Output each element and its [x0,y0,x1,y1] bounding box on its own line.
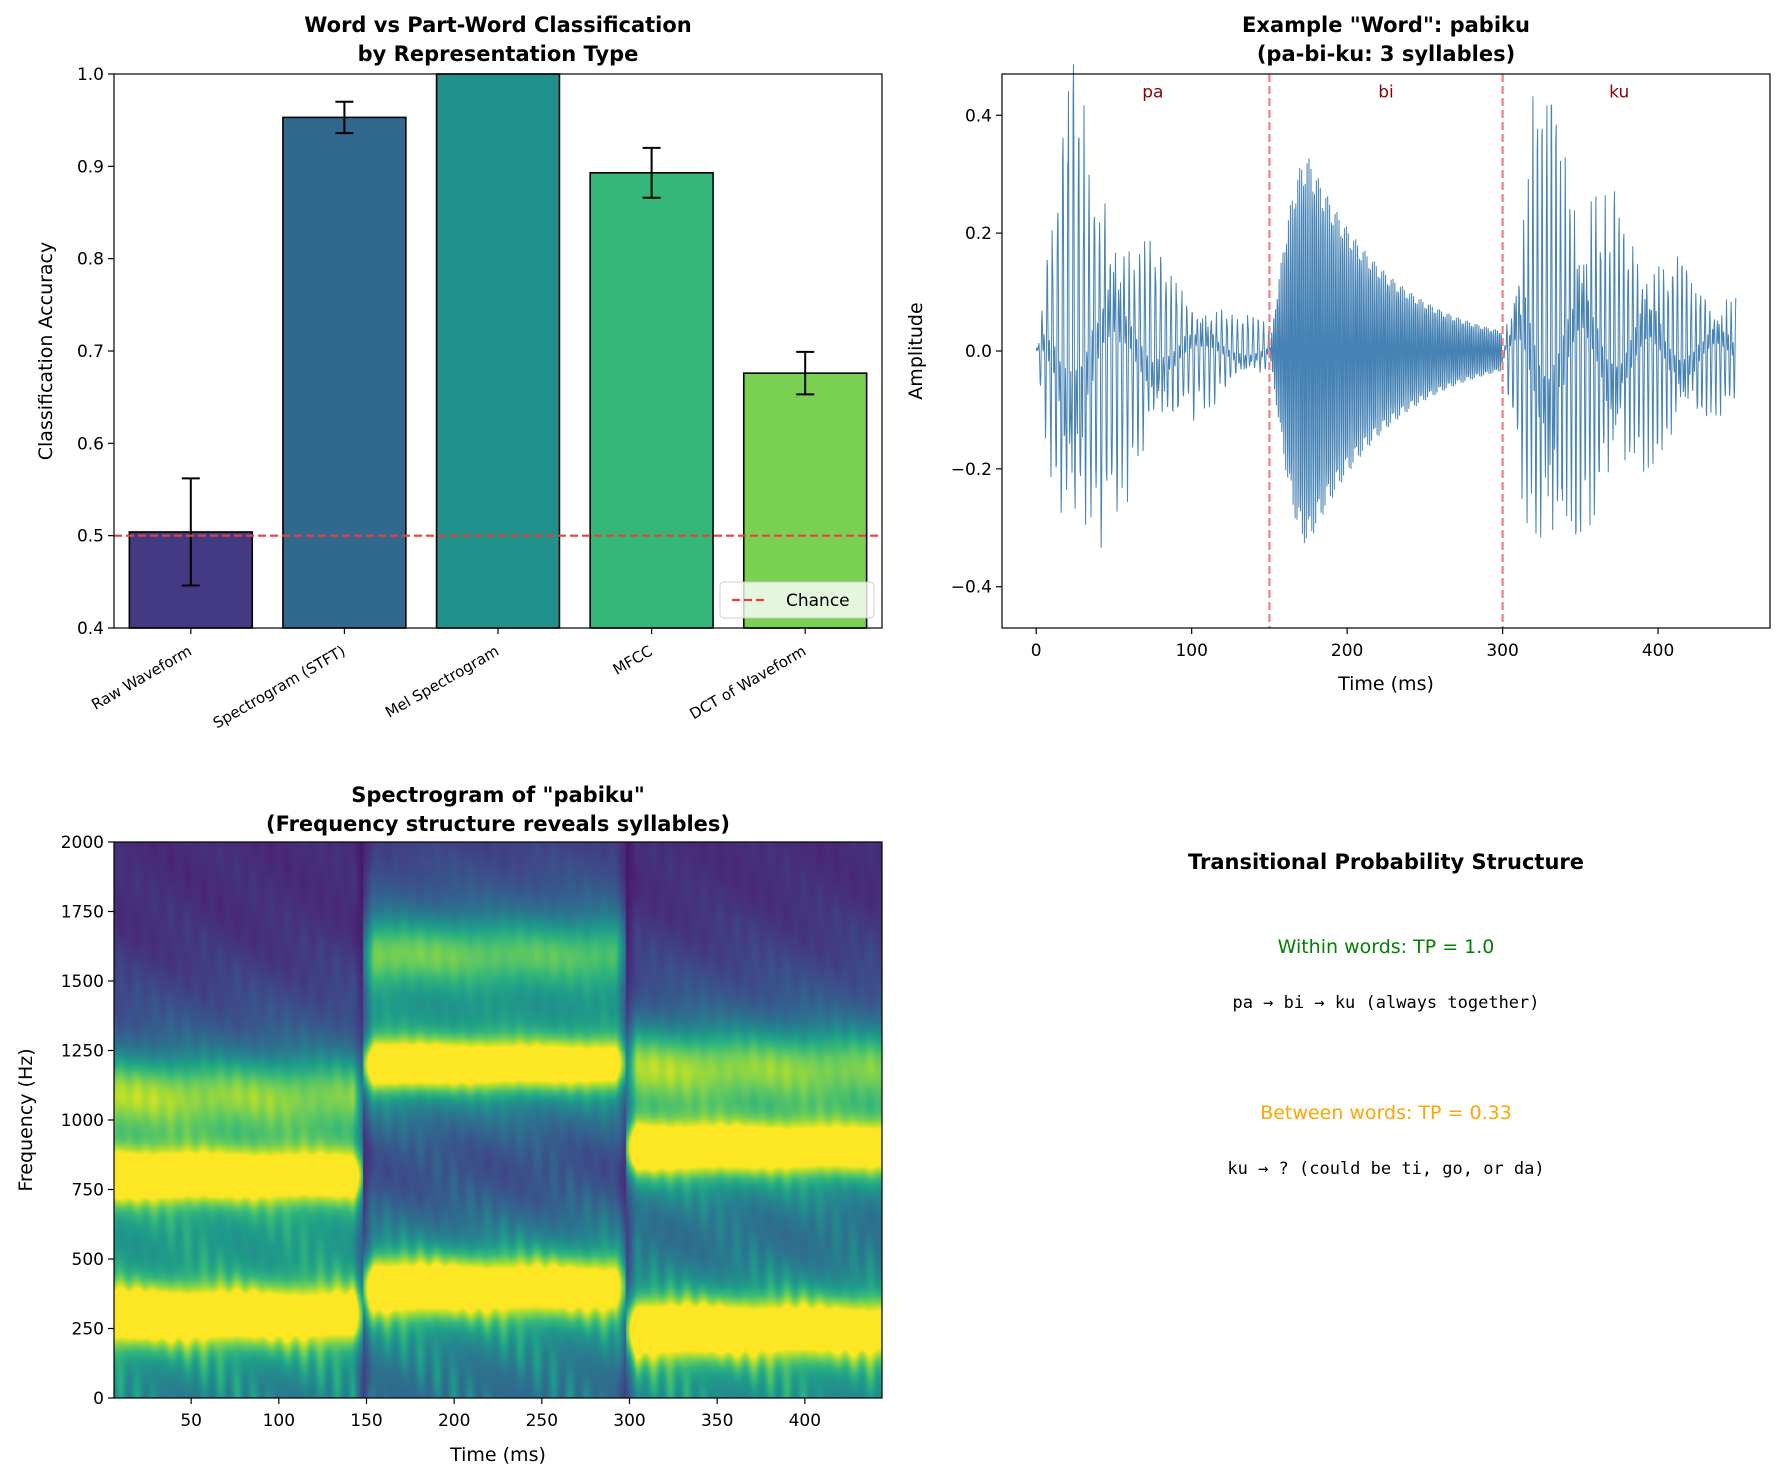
syllable-label-ku: ku [1609,83,1629,103]
spectrogram-ylabel: Frequency (Hz) [15,1048,37,1191]
y-tick-label: 750 [72,1181,104,1201]
between-words-example: ku → ? (could be ti, go, or da) [1227,1159,1544,1179]
error-bar [642,146,661,199]
plot-frame [113,841,883,1399]
plot-frame [1001,73,1771,629]
y-tick-label: 0.4 [77,619,104,639]
x-tick-label: 100 [1175,641,1207,661]
y-tick-label: 0.5 [77,527,104,547]
y-tick-label: 0 [93,1389,104,1409]
x-tick-label: 200 [1331,641,1363,661]
y-tick-label: 0.4 [965,106,992,126]
x-tick-label: 350 [701,1411,733,1431]
syllable-label-bi: bi [1378,83,1394,103]
waveform-ylabel: Amplitude [905,302,927,399]
x-tick-label: DCT of Waveform [686,642,809,723]
bar-mel-spectrogram [435,73,561,629]
bar-mfcc [589,171,714,629]
y-tick-label: 0.8 [77,250,104,270]
y-tick-label: −0.4 [951,578,992,598]
y-tick-label: 500 [72,1250,104,1270]
x-tick-label: Mel Spectrogram [382,642,502,722]
tp-text-panel: Transitional Probability Structure Withi… [1188,850,1584,1179]
y-tick-label: 0.7 [77,342,104,362]
y-tick-label: 0.6 [77,434,104,454]
waveform-line [1035,64,1737,548]
bar-chart-title-line1: Word vs Part-Word Classification [304,13,692,37]
x-tick-label: 300 [1486,641,1518,661]
spectrogram-heatmap [114,842,882,1398]
waveform-panel: Example "Word": pabiku (pa-bi-ku: 3 syll… [905,13,1771,695]
y-tick-label: 0.2 [965,224,992,244]
bar-chart-panel: Word vs Part-Word Classification by Repr… [35,13,883,732]
x-tick-label: MFCC [610,642,656,679]
x-tick-label: 200 [438,1411,470,1431]
y-tick-label: 1250 [61,1042,104,1062]
bar-chart-title-line2: by Representation Type [358,42,639,66]
x-tick-label: Spectrogram (STFT) [210,642,349,732]
between-words-label: Between words: TP = 0.33 [1260,1102,1512,1124]
spectrogram-title-line2: (Frequency structure reveals syllables) [266,812,730,836]
y-tick-label: 2000 [61,833,104,853]
error-bar [796,350,815,396]
within-words-label: Within words: TP = 1.0 [1278,936,1495,958]
tp-title: Transitional Probability Structure [1188,850,1584,874]
x-tick-label: Raw Waveform [88,642,194,714]
legend: Chance [719,581,875,619]
y-tick-label: 1000 [61,1111,104,1131]
waveform-xlabel: Time (ms) [1337,673,1434,695]
spectrogram-xlabel: Time (ms) [449,1444,546,1466]
waveform-title-line2: (pa-bi-ku: 3 syllables) [1257,42,1515,66]
within-words-example: pa → bi → ku (always together) [1232,993,1539,1013]
x-tick-label: 250 [526,1411,558,1431]
x-tick-label: 400 [1642,641,1674,661]
y-tick-label: 0.9 [77,157,104,177]
legend-chance-label: Chance [786,591,850,611]
spectrogram-panel: Spectrogram of "pabiku" (Frequency struc… [15,783,883,1466]
error-bar [181,477,200,587]
x-tick-label: 300 [613,1411,645,1431]
y-tick-label: −0.2 [951,460,992,480]
legend-box [719,581,875,619]
waveform-title-line1: Example "Word": pabiku [1242,13,1530,37]
x-tick-label: 150 [350,1411,382,1431]
y-tick-label: 1500 [61,972,104,992]
error-bar [335,100,354,135]
syllable-label-pa: pa [1142,83,1163,103]
bar-spectrogram-stft- [282,116,407,629]
y-tick-label: 1.0 [77,65,104,85]
y-tick-label: 0.0 [965,342,992,362]
y-tick-label: 1750 [61,903,104,923]
spectrogram-title-line1: Spectrogram of "pabiku" [351,783,645,807]
plot-frame [113,73,883,629]
bar-chart-ylabel: Classification Accuracy [35,242,57,461]
x-tick-label: 50 [180,1411,202,1431]
x-tick-label: 100 [263,1411,295,1431]
x-tick-label: 0 [1031,641,1042,661]
x-tick-label: 400 [789,1411,821,1431]
y-tick-label: 250 [72,1320,104,1340]
